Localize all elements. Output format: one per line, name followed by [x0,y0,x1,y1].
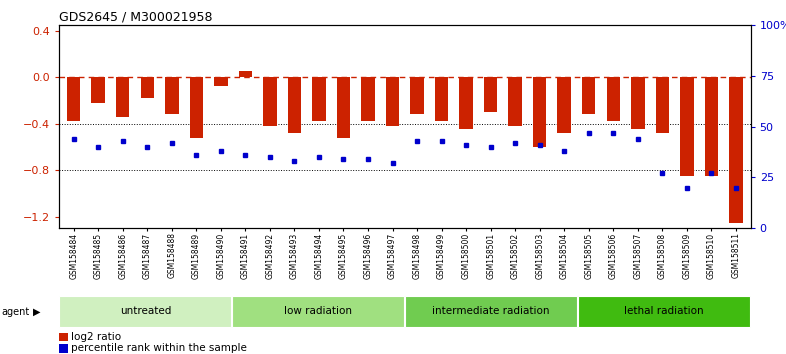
Text: agent: agent [2,307,30,317]
Bar [680,77,693,176]
Bar [67,77,80,121]
Bar [704,77,718,176]
Bar [59,344,68,353]
Bar [288,77,301,133]
Bar [484,77,498,112]
Bar [233,296,404,327]
Bar [557,77,571,133]
Bar [312,77,325,121]
Text: ▶: ▶ [33,307,41,317]
Bar [386,77,399,126]
Bar [141,77,154,98]
Bar [214,77,228,86]
Text: log2 ratio: log2 ratio [71,332,121,342]
Text: lethal radiation: lethal radiation [624,306,704,316]
Bar [509,77,522,126]
Bar [165,77,178,114]
Bar [362,77,375,121]
Text: percentile rank within the sample: percentile rank within the sample [71,343,247,354]
Bar [336,77,351,138]
Bar [729,77,743,223]
Bar [607,77,620,121]
Bar [578,296,750,327]
Bar [116,77,130,117]
Text: GDS2645 / M300021958: GDS2645 / M300021958 [59,11,212,24]
Text: low radiation: low radiation [285,306,352,316]
Bar [656,77,669,133]
Bar [533,77,546,147]
Bar [263,77,277,126]
Bar [406,296,577,327]
Bar [60,296,231,327]
Bar [631,77,645,130]
Bar [582,77,596,114]
Text: untreated: untreated [119,306,171,316]
Text: intermediate radiation: intermediate radiation [432,306,550,316]
Bar [459,77,473,130]
Bar [239,71,252,77]
Bar [91,77,105,103]
Bar [189,77,203,138]
Bar [410,77,424,114]
Bar [59,333,68,341]
Bar [435,77,448,121]
